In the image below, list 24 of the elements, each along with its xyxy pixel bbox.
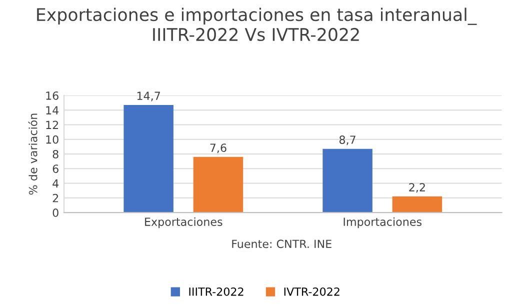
x-tick-label: Importaciones <box>344 217 422 228</box>
y-tick-label: 14 <box>46 106 59 114</box>
data-label: 2,2 <box>409 183 425 193</box>
bar <box>124 104 174 213</box>
data-label: 14,7 <box>137 92 160 102</box>
legend-label: IVTR-2022 <box>284 287 340 296</box>
bar <box>392 196 442 213</box>
y-tick-label: 16 <box>46 91 58 100</box>
chart-title: Exportaciones e importaciones en tasa interanual_ IIITR-2022 Vs IVTR-2022 <box>37 8 477 42</box>
bar <box>322 148 372 213</box>
bar <box>193 156 244 213</box>
y-axis-title: % de variación <box>28 114 38 195</box>
y-tick-label: 2 <box>52 194 58 202</box>
x-tick-label: Exportaciones <box>145 217 222 228</box>
y-tick-label: 10 <box>46 135 58 144</box>
y-tick-label: 4 <box>52 179 59 188</box>
y-tick-label: 8 <box>52 150 58 158</box>
legend-label: IIITR-2022 <box>189 287 244 296</box>
y-tick-label: 0 <box>52 208 58 217</box>
y-tick-label: 12 <box>46 120 58 129</box>
data-label: 8,7 <box>339 136 356 146</box>
source-note: Fuente: CNTR. INE <box>232 240 332 248</box>
data-label: 7,6 <box>210 144 226 154</box>
y-tick-label: 6 <box>52 164 58 174</box>
